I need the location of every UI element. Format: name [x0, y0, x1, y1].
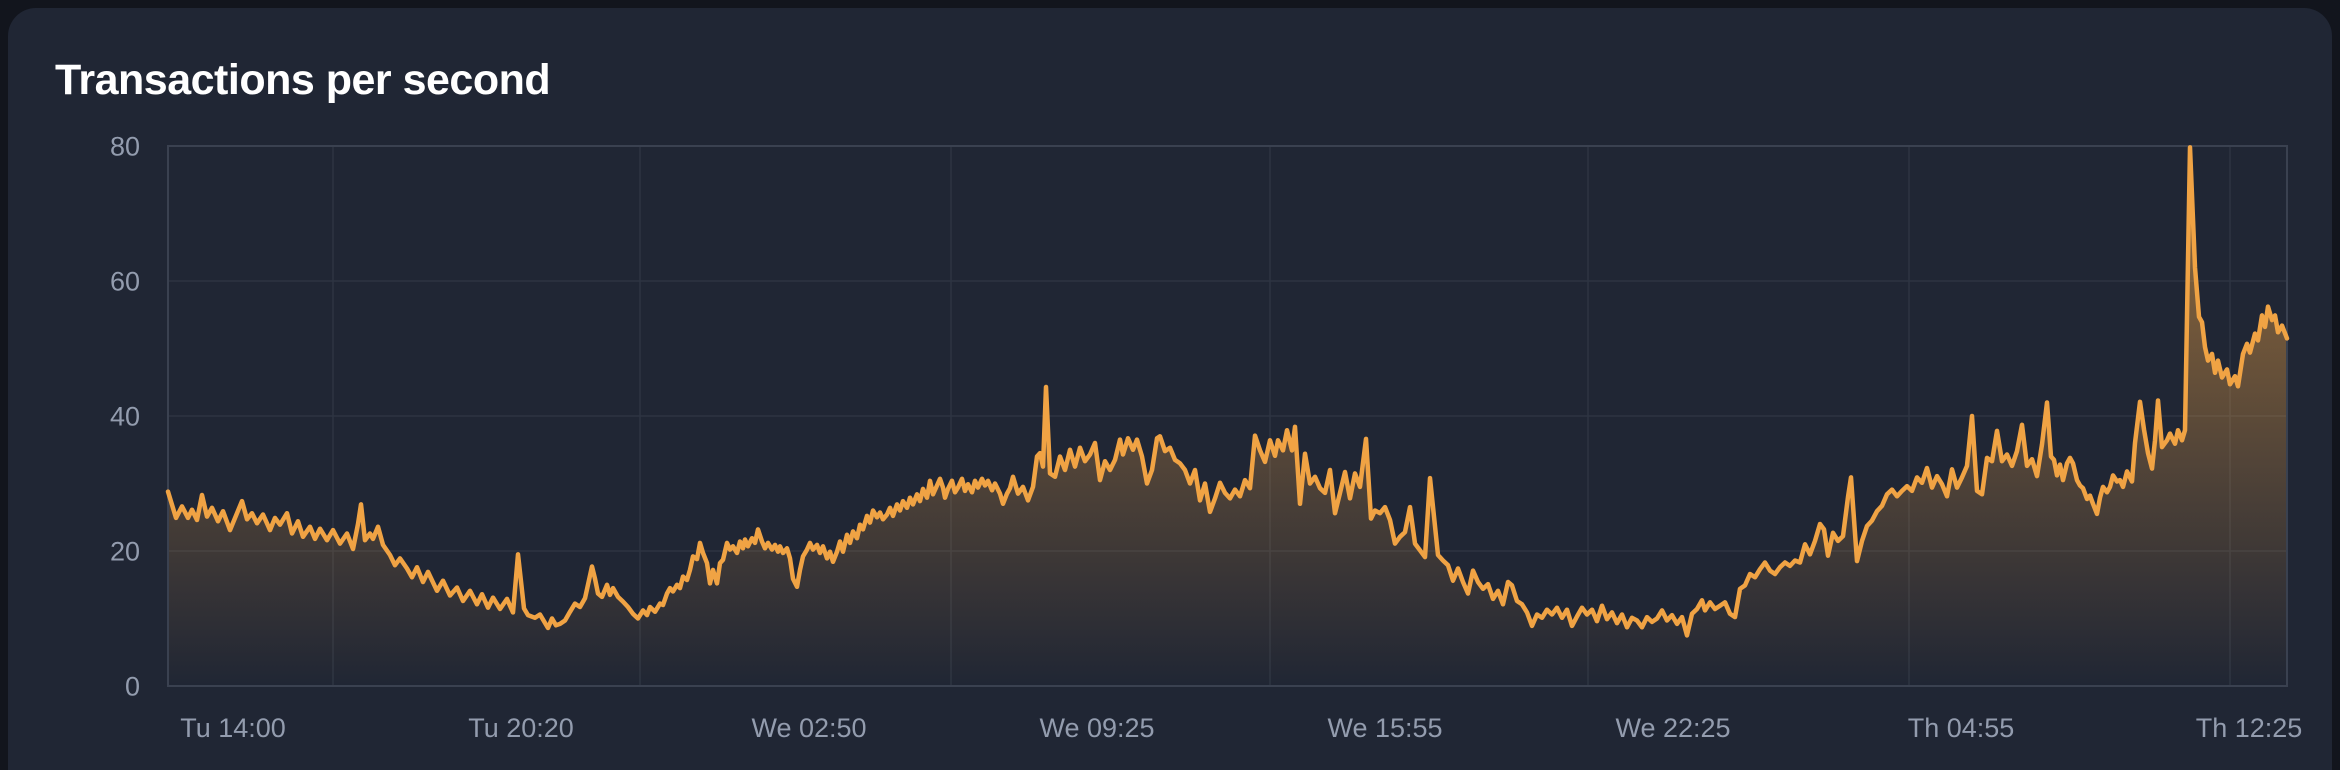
y-axis-label: 0 [125, 672, 140, 702]
panel-title: Transactions per second [55, 56, 551, 104]
x-axis-label: Th 12:25 [2196, 713, 2303, 743]
x-axis-label: Th 04:55 [1908, 713, 2015, 743]
y-axis-labels: 0 20 40 60 80 [110, 132, 140, 702]
y-axis-label: 40 [110, 402, 140, 432]
x-axis-label: We 09:25 [1039, 713, 1154, 743]
x-axis-label: Tu 14:00 [180, 713, 286, 743]
y-axis-label: 60 [110, 267, 140, 297]
tps-area-fill [168, 147, 2287, 686]
y-axis-label: 20 [110, 537, 140, 567]
x-axis-label: We 15:55 [1327, 713, 1442, 743]
x-axis-label: We 02:50 [751, 713, 866, 743]
y-axis-label: 80 [110, 132, 140, 162]
x-axis-label: Tu 20:20 [468, 713, 574, 743]
x-axis-labels: Tu 14:00 Tu 20:20 We 02:50 We 09:25 We 15:55… [180, 713, 2302, 743]
tps-line-series [165, 145, 2290, 638]
plot-border [167, 145, 2288, 687]
x-axis-label: We 22:25 [1615, 713, 1730, 743]
